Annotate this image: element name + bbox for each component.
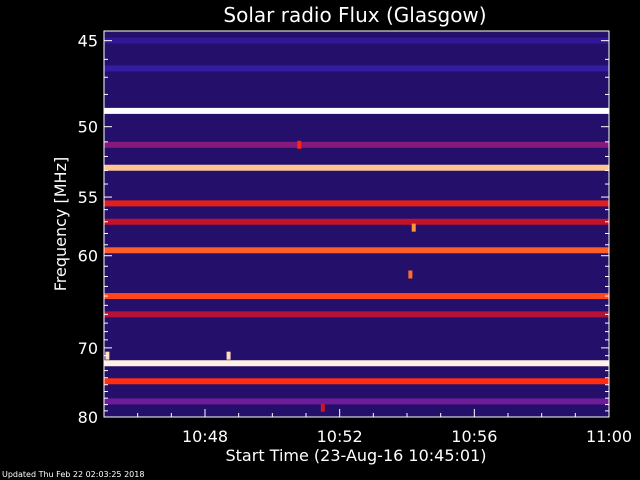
band-74.5-mhz <box>104 378 609 385</box>
band-57-mhz <box>104 218 609 225</box>
band-77.5-mhz <box>104 398 609 405</box>
band-64-mhz <box>104 293 609 300</box>
x-tick-label: 11:00 <box>586 427 632 446</box>
y-tick-label: 55 <box>78 188 98 207</box>
x-axis-label: Start Time (23-Aug-16 10:45:01) <box>226 446 487 465</box>
burst-marker <box>226 351 231 360</box>
band-51.2-mhz <box>104 141 609 148</box>
y-tick-label: 70 <box>78 339 98 358</box>
x-tick-label: 10:48 <box>182 427 228 446</box>
band-45-mhz <box>104 37 609 44</box>
band-59.5-mhz <box>104 247 609 254</box>
x-ticks: 10:48 10:52 10:56 11:00 <box>103 409 632 446</box>
burst-marker <box>320 403 325 412</box>
band-72-mhz <box>104 360 609 367</box>
y-tick-label: 60 <box>78 247 98 266</box>
x-tick-label: 10:52 <box>317 427 363 446</box>
y-tick-label: 50 <box>78 118 98 137</box>
y-axis-label: Frequency [MHz] <box>51 157 70 291</box>
band-52.8-mhz <box>104 164 609 171</box>
plot-border <box>103 30 610 418</box>
burst-marker <box>297 140 302 149</box>
chart-title: Solar radio Flux (Glasgow) <box>223 3 486 27</box>
y-tick-label: 80 <box>78 408 98 427</box>
y-tick-label: 45 <box>78 32 98 51</box>
plot-frame <box>103 30 610 418</box>
band-46.5-mhz <box>104 65 609 72</box>
burst-marker <box>408 270 413 279</box>
band-55.5-mhz <box>104 200 609 207</box>
y-ticks: 45 50 55 60 70 80 <box>78 32 609 427</box>
footer-updated: Updated Thu Feb 22 02:03:25 2018 <box>2 470 145 479</box>
x-tick-label: 10:56 <box>451 427 497 446</box>
frequency-bands <box>104 37 609 405</box>
burst-marker <box>411 223 416 232</box>
band-49-mhz <box>104 107 609 114</box>
band-66-mhz <box>104 311 609 318</box>
